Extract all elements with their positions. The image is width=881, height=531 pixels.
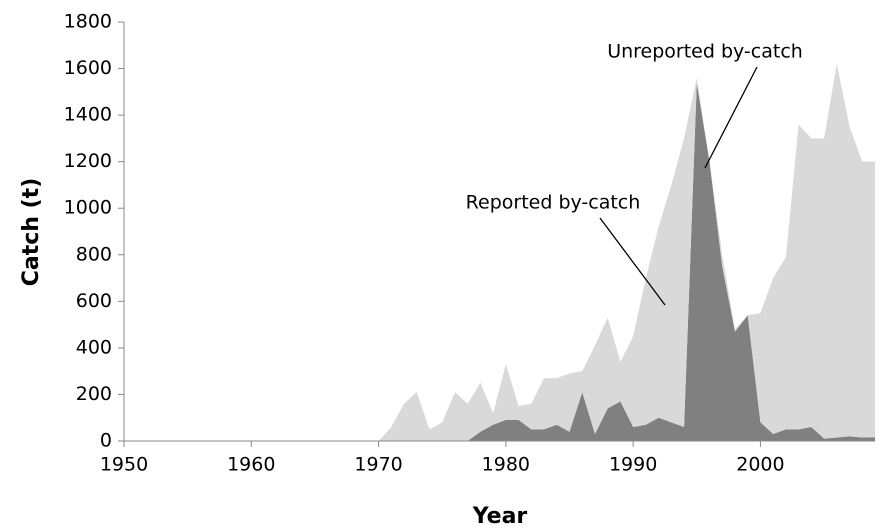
x-tick-label: 1980 (482, 454, 530, 476)
y-axis-label: Catch (t) (19, 178, 44, 287)
y-tick-label: 1000 (64, 197, 112, 219)
y-tick-label: 200 (76, 383, 112, 405)
y-tick-label: 1400 (64, 104, 112, 126)
y-tick-label: 400 (76, 336, 112, 358)
y-tick-label: 600 (76, 290, 112, 312)
y-tick-label: 0 (100, 430, 112, 452)
x-axis-label: Year (472, 504, 528, 529)
annotation: Reported by-catch (466, 192, 641, 214)
x-tick-label: 1990 (609, 454, 657, 476)
x-tick-label: 2000 (736, 454, 784, 476)
x-tick-label: 1970 (354, 454, 402, 476)
y-tick-label: 1200 (64, 150, 112, 172)
y-tick-label: 1600 (64, 57, 112, 79)
x-tick-label: 1950 (100, 454, 148, 476)
annotation-line (704, 66, 758, 169)
annotation: Unreported by-catch (607, 41, 803, 63)
annotation-line (599, 217, 666, 306)
area (124, 82, 875, 442)
y-tick-label: 1800 (64, 11, 112, 33)
x-tick-label: 1960 (227, 454, 275, 476)
areas (124, 63, 875, 442)
y-tick-label: 800 (76, 243, 112, 265)
area (124, 63, 875, 442)
